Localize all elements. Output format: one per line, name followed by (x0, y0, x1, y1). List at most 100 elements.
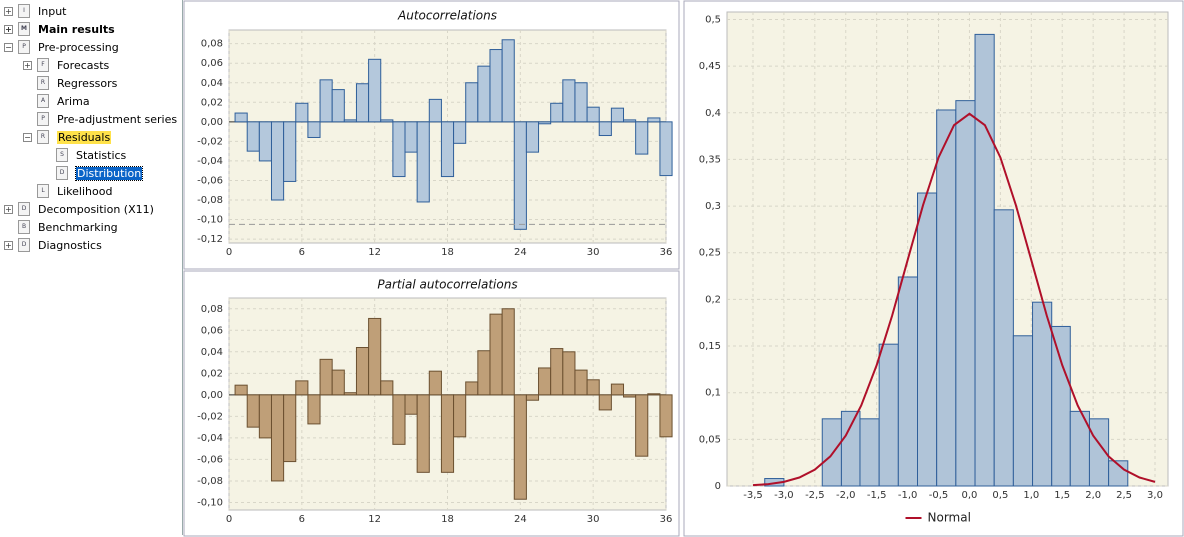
bar (368, 58, 382, 123)
tree-node[interactable]: B Benchmarking (18, 219, 118, 235)
bar (647, 393, 661, 396)
tree-node[interactable]: + D Decomposition (X11) (4, 202, 154, 216)
tree-node[interactable]: + D Diagnostics (4, 238, 102, 252)
bar (513, 121, 527, 230)
bar (283, 121, 297, 182)
histogram-bar (955, 100, 976, 487)
y-tick-label: -0,04 (197, 433, 223, 444)
icon: S (56, 148, 68, 162)
bar (635, 394, 649, 457)
x-tick-label: -3,5 (743, 490, 763, 501)
y-tick-label: 0 (715, 481, 721, 492)
bar (574, 369, 588, 396)
bar (380, 380, 394, 396)
bar (246, 394, 260, 428)
bar (501, 308, 515, 396)
y-tick-label: -0,04 (197, 156, 223, 167)
bar (562, 79, 576, 123)
tree-node[interactable]: A Arima (37, 93, 90, 109)
y-tick-label: 0,02 (201, 368, 223, 379)
y-tick-label: 0,06 (201, 58, 223, 69)
tree-node[interactable]: R Regressors (37, 75, 117, 91)
icon: I (18, 4, 30, 18)
bar (453, 394, 467, 438)
tree-node[interactable]: − R Residuals (23, 130, 112, 144)
label: Decomposition (X11) (38, 202, 154, 216)
bar (234, 112, 248, 123)
icon: R (37, 76, 49, 90)
label: Main results (38, 22, 115, 36)
x-tick-label: 2,5 (1116, 490, 1132, 501)
tree-node[interactable]: + M Main results (4, 22, 115, 36)
x-tick-label: -0,5 (929, 490, 949, 501)
x-tick-label: 30 (587, 247, 600, 258)
bar (513, 394, 527, 500)
icon: D (18, 202, 30, 216)
tree-node[interactable]: L Likelihood (37, 183, 112, 199)
x-tick-label: 6 (299, 247, 305, 258)
x-tick-label: 1,0 (1023, 490, 1039, 501)
label: Pre-processing (38, 40, 119, 54)
x-tick-label: -1,0 (898, 490, 918, 501)
histogram-bar (859, 418, 880, 487)
tree-node[interactable]: + I Input (4, 4, 67, 18)
label: Input (38, 4, 67, 18)
bar (538, 367, 552, 396)
panel (183, 0, 680, 270)
y-tick-label: 0,1 (705, 388, 721, 399)
tree-node[interactable]: + F Forecasts (23, 58, 110, 72)
bar (258, 394, 272, 439)
x-tick-label: 24 (514, 247, 527, 258)
x-tick-label: 0,5 (992, 490, 1008, 501)
line (752, 112, 1156, 487)
histogram-bar (1012, 335, 1034, 487)
bar (623, 394, 637, 398)
bar (659, 394, 673, 438)
bar (319, 358, 333, 396)
y-tick-label: -0,06 (197, 454, 223, 465)
bar (270, 394, 285, 482)
bar (295, 102, 309, 123)
tree-node[interactable]: P Pre-adjustment series (37, 111, 177, 127)
bar (586, 106, 600, 123)
tree: + I Input + M Main results − P Pre-processing … (0, 0, 183, 535)
y-tick-label: 0,08 (201, 304, 223, 315)
bar (598, 121, 612, 137)
icon: D (18, 238, 30, 252)
tree-node[interactable]: S Statistics (56, 147, 126, 163)
icon: R (37, 130, 49, 144)
histogram-bar (1108, 460, 1129, 487)
x-tick-label: -2,5 (805, 490, 825, 501)
bar (574, 82, 588, 123)
label: Likelihood (57, 184, 113, 198)
label: Arima (57, 94, 90, 108)
icon: A (37, 94, 49, 108)
y-tick-label: -0,12 (197, 234, 223, 245)
icon: P (37, 112, 49, 126)
x-tick-label: 18 (441, 514, 454, 525)
y-tick-label: 0,3 (705, 201, 721, 212)
histogram-bar (1032, 301, 1053, 487)
y-tick-label: 0,08 (201, 39, 223, 50)
bar (610, 107, 625, 123)
histogram-bar (840, 410, 861, 487)
y-tick-label: -0,06 (197, 175, 223, 186)
bar (550, 348, 564, 396)
bar (368, 317, 382, 396)
x-tick-label: 0,0 (962, 490, 978, 501)
icon: M (18, 22, 30, 36)
tree-node[interactable]: D Distribution (56, 165, 144, 181)
bar (392, 121, 406, 178)
bar (477, 65, 491, 123)
plot-area (228, 297, 667, 511)
tree-node[interactable]: − P Pre-processing (4, 40, 119, 54)
y-tick-label: 0,06 (201, 325, 223, 336)
panel (683, 0, 1184, 537)
y-tick-label: 0,04 (201, 347, 223, 358)
y-tick-label: 0,05 (699, 434, 721, 445)
x-tick-label: 0 (226, 247, 232, 258)
plot-area (726, 11, 1169, 487)
x-tick-label: -3,0 (774, 490, 794, 501)
bar (440, 121, 455, 178)
histogram-bar (764, 478, 785, 487)
